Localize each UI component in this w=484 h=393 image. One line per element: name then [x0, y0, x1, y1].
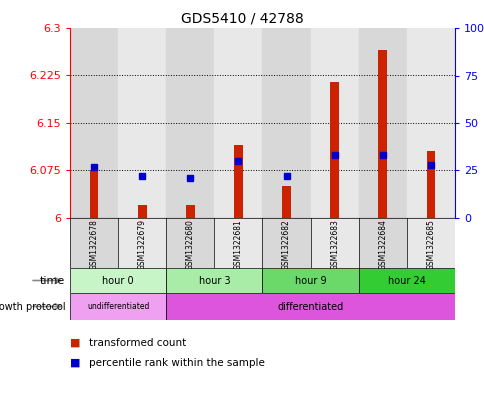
- Text: GSM1322678: GSM1322678: [90, 220, 98, 270]
- Text: hour 0: hour 0: [102, 275, 134, 285]
- Text: growth protocol: growth protocol: [0, 301, 65, 312]
- Text: GSM1322683: GSM1322683: [330, 220, 338, 270]
- Bar: [330, 82, 338, 218]
- Text: GSM1322684: GSM1322684: [378, 220, 387, 270]
- FancyBboxPatch shape: [358, 268, 454, 293]
- Bar: [70, 28, 118, 218]
- Bar: [262, 28, 310, 218]
- Bar: [406, 28, 454, 218]
- FancyBboxPatch shape: [262, 268, 358, 293]
- Text: GSM1322685: GSM1322685: [425, 220, 435, 270]
- Text: hour 9: hour 9: [294, 275, 326, 285]
- FancyBboxPatch shape: [70, 268, 166, 293]
- Bar: [214, 28, 262, 218]
- FancyBboxPatch shape: [118, 218, 166, 268]
- Bar: [166, 28, 214, 218]
- Bar: [118, 28, 166, 218]
- Bar: [426, 151, 434, 218]
- Text: GDS5410 / 42788: GDS5410 / 42788: [181, 12, 303, 26]
- Bar: [358, 28, 406, 218]
- FancyBboxPatch shape: [214, 218, 262, 268]
- FancyBboxPatch shape: [310, 218, 358, 268]
- Text: ■: ■: [70, 338, 84, 348]
- Text: GSM1322682: GSM1322682: [282, 220, 290, 270]
- Text: percentile rank within the sample: percentile rank within the sample: [89, 358, 265, 368]
- Bar: [282, 186, 290, 218]
- Text: hour 24: hour 24: [387, 275, 425, 285]
- Bar: [378, 50, 386, 218]
- Text: GSM1322681: GSM1322681: [233, 220, 242, 270]
- Bar: [185, 205, 194, 218]
- Text: differentiated: differentiated: [277, 301, 343, 312]
- FancyBboxPatch shape: [166, 268, 262, 293]
- Text: transformed count: transformed count: [89, 338, 186, 348]
- FancyBboxPatch shape: [262, 218, 310, 268]
- FancyBboxPatch shape: [406, 218, 454, 268]
- Text: undifferentiated: undifferentiated: [87, 302, 149, 311]
- Text: GSM1322680: GSM1322680: [185, 220, 195, 270]
- Text: time: time: [40, 275, 65, 285]
- FancyBboxPatch shape: [166, 293, 454, 320]
- Text: ■: ■: [70, 358, 84, 368]
- Bar: [90, 171, 98, 218]
- FancyBboxPatch shape: [70, 293, 166, 320]
- FancyBboxPatch shape: [166, 218, 214, 268]
- Bar: [310, 28, 358, 218]
- Bar: [137, 205, 146, 218]
- FancyBboxPatch shape: [358, 218, 406, 268]
- Text: GSM1322679: GSM1322679: [137, 220, 146, 270]
- FancyBboxPatch shape: [70, 218, 118, 268]
- Text: hour 3: hour 3: [198, 275, 230, 285]
- Bar: [234, 145, 242, 218]
